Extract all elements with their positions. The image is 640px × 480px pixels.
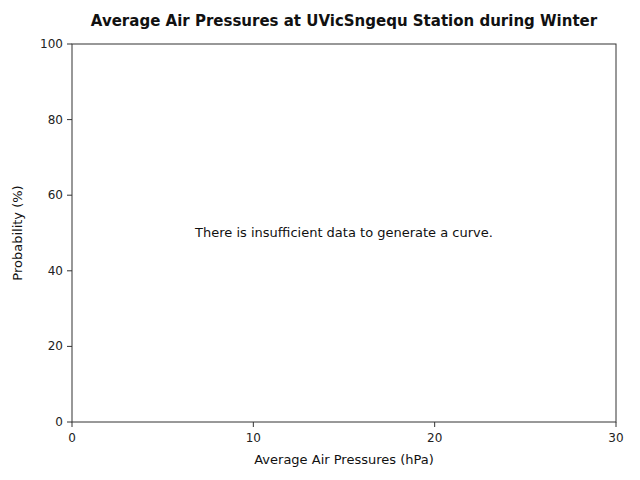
x-tick <box>253 422 254 427</box>
annotation: There is insufficient data to generate a… <box>194 225 493 240</box>
axes: 0 10 20 30 0 20 40 60 80 100 <box>40 37 624 445</box>
y-tick <box>67 44 72 45</box>
y-tick <box>67 195 72 196</box>
page: {"chart_data": {"type": "line", "title":… <box>0 0 640 480</box>
x-tick <box>616 422 617 427</box>
y-tick-label: 0 <box>55 415 63 429</box>
x-tick-label: 30 <box>608 431 623 445</box>
x-tick-label: 0 <box>68 431 76 445</box>
y-tick-label: 40 <box>48 264 63 278</box>
y-tick <box>67 119 72 120</box>
chart-container: 0 10 20 30 0 20 40 60 80 100 Average Air Pressures… <box>0 0 640 480</box>
y-tick <box>67 346 72 347</box>
x-tick <box>72 422 73 427</box>
x-tick-label: 10 <box>246 431 261 445</box>
x-axis-label: Average Air Pressures (hPa) <box>254 452 434 467</box>
y-tick-label: 60 <box>48 188 63 202</box>
y-tick-label: 80 <box>48 113 63 127</box>
y-tick <box>67 270 72 271</box>
y-tick-label: 100 <box>40 37 63 51</box>
background <box>0 0 640 480</box>
plot-frame <box>72 44 616 422</box>
chart-svg: 0 10 20 30 0 20 40 60 80 100 Average Air Pressures… <box>0 0 640 480</box>
y-axis-label: Probability (%) <box>10 185 25 280</box>
x-tick <box>434 422 435 427</box>
y-tick <box>67 422 72 423</box>
chart-title: Average Air Pressures at UVicSngequ Stat… <box>91 12 598 30</box>
y-tick-label: 20 <box>48 339 63 353</box>
x-tick-label: 20 <box>427 431 442 445</box>
